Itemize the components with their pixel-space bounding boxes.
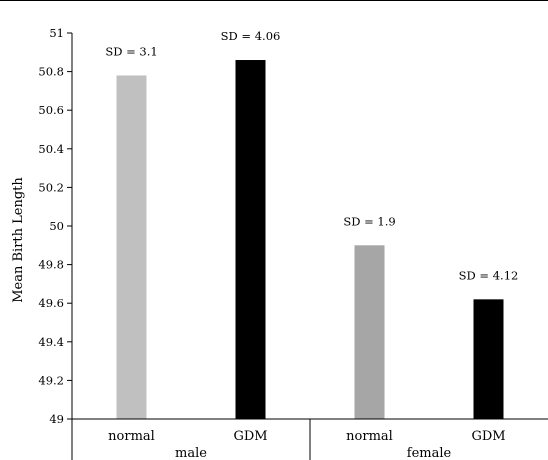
x-group-label: female bbox=[407, 446, 452, 460]
y-tick-label: 50.6 bbox=[38, 103, 64, 117]
sd-label: SD = 3.1 bbox=[105, 44, 157, 58]
x-category-label: GDM bbox=[233, 429, 267, 444]
bar-female-normal bbox=[354, 245, 385, 419]
x-axis: normal GDM male normal GDM female bbox=[71, 418, 548, 460]
y-tick-label: 50.8 bbox=[38, 65, 64, 79]
y-axis: 49 49.2 49.4 49.6 49.8 50 50.2 50.4 50.6 50.8 51 bbox=[38, 26, 73, 426]
bars bbox=[116, 60, 504, 420]
x-group-label: male bbox=[175, 446, 207, 460]
sd-label: SD = 1.9 bbox=[343, 214, 395, 228]
x-category-label: normal bbox=[346, 429, 393, 444]
y-tick-label: 49.8 bbox=[38, 258, 64, 272]
sd-labels: SD = 3.1 SD = 4.06 SD = 1.9 SD = 4.12 bbox=[105, 29, 518, 282]
bar-male-gdm bbox=[235, 60, 266, 420]
y-tick-label: 50.2 bbox=[38, 180, 64, 194]
y-tick-label: 50.4 bbox=[38, 142, 64, 156]
y-tick-label: 49.4 bbox=[38, 335, 64, 349]
x-category-label: GDM bbox=[471, 429, 505, 444]
sd-label: SD = 4.06 bbox=[221, 29, 281, 43]
x-category-label: normal bbox=[108, 429, 155, 444]
y-axis-title: Mean Birth Length bbox=[11, 177, 26, 303]
y-tick-label: 49.2 bbox=[38, 373, 64, 387]
bar-female-gdm bbox=[473, 299, 504, 419]
bar-male-normal bbox=[116, 75, 147, 420]
y-tick-label: 49.6 bbox=[38, 296, 64, 310]
y-tick-label: 50 bbox=[49, 219, 64, 233]
sd-label: SD = 4.12 bbox=[459, 268, 519, 282]
y-tick-label: 51 bbox=[49, 26, 64, 40]
y-tick-label: 49 bbox=[49, 412, 64, 426]
